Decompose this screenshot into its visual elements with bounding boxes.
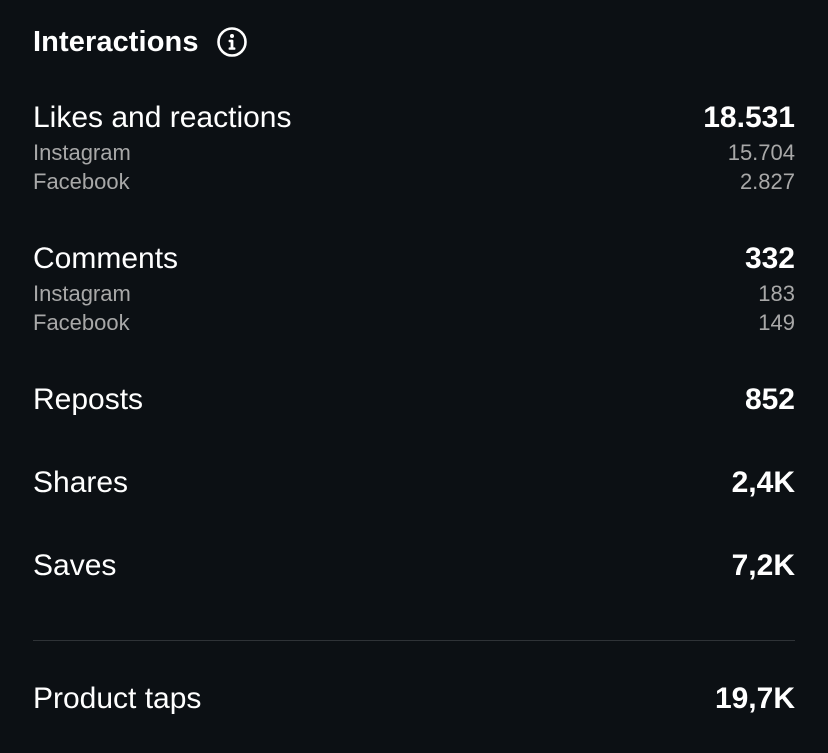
breakdown-value: 15.704 xyxy=(727,140,795,165)
metric-saves: Saves 7,2K xyxy=(33,546,795,586)
breakdown-label: Instagram xyxy=(33,281,131,306)
metric-value: 2,4K xyxy=(731,466,795,499)
section-header: Interactions xyxy=(33,22,248,62)
metric-label: Comments xyxy=(33,242,179,275)
section-title: Interactions xyxy=(33,25,199,58)
metric-row: Comments 332 xyxy=(33,239,795,279)
metric-value: 332 xyxy=(744,242,795,275)
breakdown-row-instagram: Instagram 15.704 xyxy=(33,138,795,167)
metric-row: Product taps 19,7K xyxy=(33,679,795,719)
section-divider xyxy=(33,640,795,641)
breakdown-value: 149 xyxy=(758,310,795,335)
metric-row: Shares 2,4K xyxy=(33,463,795,503)
metric-label: Saves xyxy=(33,549,117,582)
metric-value: 18.531 xyxy=(703,101,795,134)
breakdown-row-facebook: Facebook 149 xyxy=(33,308,795,337)
metric-comments: Comments 332 Instagram 183 Facebook 149 xyxy=(33,239,795,337)
metric-reposts: Reposts 852 xyxy=(33,380,795,420)
metric-label: Product taps xyxy=(33,682,202,715)
metric-likes-and-reactions: Likes and reactions 18.531 Instagram 15.… xyxy=(33,98,795,196)
metric-label: Reposts xyxy=(33,383,144,416)
metric-label: Likes and reactions xyxy=(33,101,292,134)
metric-row: Saves 7,2K xyxy=(33,546,795,586)
metric-product-taps: Product taps 19,7K xyxy=(33,679,795,719)
metric-value: 7,2K xyxy=(731,549,795,582)
metric-row: Reposts 852 xyxy=(33,380,795,420)
metric-label: Shares xyxy=(33,466,129,499)
breakdown-row-instagram: Instagram 183 xyxy=(33,279,795,308)
breakdown-label: Instagram xyxy=(33,140,131,165)
info-icon[interactable] xyxy=(216,26,248,58)
metric-value: 852 xyxy=(744,383,795,416)
breakdown-value: 2.827 xyxy=(739,169,795,194)
breakdown-label: Facebook xyxy=(33,310,130,335)
breakdown-label: Facebook xyxy=(33,169,130,194)
metric-shares: Shares 2,4K xyxy=(33,463,795,503)
metric-value: 19,7K xyxy=(714,682,795,715)
breakdown-value: 183 xyxy=(758,281,795,306)
metric-row: Likes and reactions 18.531 xyxy=(33,98,795,138)
breakdown-row-facebook: Facebook 2.827 xyxy=(33,167,795,196)
